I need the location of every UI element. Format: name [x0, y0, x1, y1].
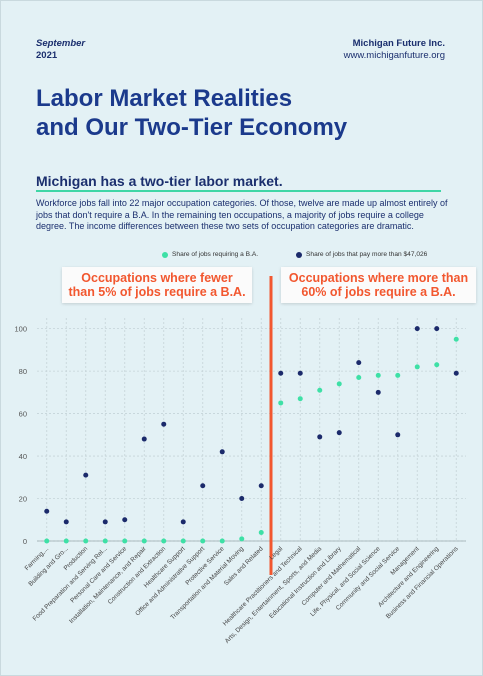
pay-share-point — [219, 449, 225, 455]
ba-share-point — [278, 400, 284, 406]
body-paragraph: Workforce jobs fall into 22 major occupa… — [36, 198, 448, 231]
y-tick-label: 0 — [23, 537, 27, 546]
ba-share-point — [356, 374, 362, 380]
pay-share-point — [297, 370, 303, 376]
report-year: 2021 — [36, 50, 58, 61]
y-tick-label: 40 — [19, 452, 27, 461]
org-url[interactable]: www.michiganfuture.org — [343, 50, 445, 61]
ba-share-point — [200, 538, 206, 544]
pay-share-point — [141, 436, 147, 442]
legend-ba-label: Share of jobs requiring a B.A. — [172, 251, 259, 258]
title-line-2: and Our Two-Tier Economy — [36, 114, 348, 141]
ba-share-point — [83, 538, 89, 544]
pay-share-point — [258, 483, 264, 489]
pay-share-point — [453, 370, 459, 376]
report-month: September — [36, 38, 86, 49]
callout-low-ba: Occupations where fewer than 5% of jobs … — [62, 267, 252, 303]
subtitle-divider — [36, 190, 441, 192]
pay-share-point — [63, 519, 69, 525]
pay-share-point — [102, 519, 108, 525]
pay-share-point — [83, 472, 89, 478]
org-name: Michigan Future Inc. — [352, 38, 445, 49]
pay-share-point — [122, 517, 128, 523]
y-tick-label: 20 — [19, 495, 27, 504]
legend-pay-dot-icon — [296, 251, 302, 258]
ba-share-point — [102, 538, 108, 544]
pay-share-point — [278, 370, 284, 376]
pay-share-point — [239, 496, 245, 502]
pay-share-point — [375, 389, 381, 395]
ba-share-point — [395, 372, 401, 378]
ba-share-point — [63, 538, 69, 544]
ba-share-point — [317, 387, 323, 393]
legend-item-ba: Share of jobs requiring a B.A. — [162, 251, 258, 258]
page-title: Labor Market Realities and Our Two-Tier … — [36, 84, 456, 142]
org-info: Michigan Future Inc. www.michiganfuture.… — [344, 38, 445, 62]
legend-item-pay: Share of jobs that pay more than $47,026 — [296, 251, 427, 258]
ba-share-point — [434, 362, 440, 368]
ba-share-point — [219, 538, 225, 544]
ba-share-point — [141, 538, 147, 544]
ba-share-point — [258, 530, 264, 536]
report-date: September 2021 — [36, 38, 85, 62]
ba-share-point — [453, 336, 459, 342]
x-tick-label: Business and Financial Operations — [385, 545, 460, 620]
pay-share-point — [44, 508, 50, 514]
ba-share-point — [297, 396, 303, 402]
ba-share-point — [375, 372, 381, 378]
legend-pay-label: Share of jobs that pay more than $47,026 — [306, 251, 428, 258]
ba-share-point — [161, 538, 167, 544]
section-subtitle: Michigan has a two-tier labor market. — [36, 173, 283, 189]
pay-share-point — [200, 483, 206, 489]
y-tick-label: 60 — [19, 410, 27, 419]
pay-share-point — [434, 326, 440, 332]
pay-share-point — [161, 421, 167, 427]
pay-share-point — [414, 326, 420, 332]
ba-share-point — [239, 536, 245, 542]
legend-ba-dot-icon — [162, 251, 168, 258]
pay-share-point — [395, 432, 401, 438]
x-tick-label: Educational Instruction and Library — [268, 545, 343, 620]
pay-share-point — [317, 434, 323, 440]
title-line-1: Labor Market Realities — [36, 85, 293, 112]
pay-share-point — [180, 519, 186, 525]
y-tick-label: 100 — [14, 325, 27, 334]
ba-share-point — [180, 538, 186, 544]
callout-high-ba: Occupations where more than 60% of jobs … — [281, 267, 476, 303]
ba-share-point — [336, 381, 342, 387]
pay-share-point — [336, 430, 342, 436]
y-tick-label: 80 — [19, 367, 27, 376]
pay-share-point — [356, 360, 362, 366]
ba-share-point — [122, 538, 128, 544]
ba-share-point — [44, 538, 50, 544]
ba-share-point — [414, 364, 420, 370]
